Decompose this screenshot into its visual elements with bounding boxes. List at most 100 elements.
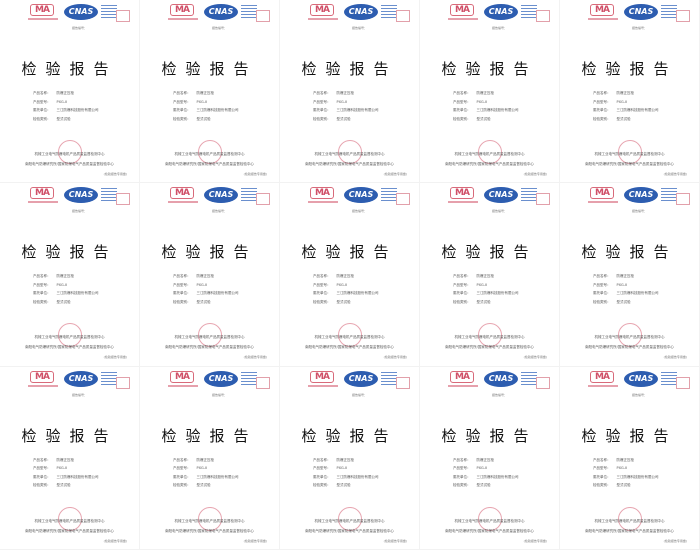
page-title: 检验报告: [161, 60, 258, 78]
page-title: 检验报告: [161, 243, 258, 262]
stamp-icon: [116, 376, 130, 389]
report-page-thumbnail[interactable]: MA CNAS 报告编号： 检验报告 产品名称： 防爆正压柜 产品型号： PXG-Ⅱ…: [0, 0, 140, 184]
page-title: 检验报告: [301, 426, 398, 445]
report-page-thumbnail[interactable]: MA CNAS 报告编号： 检验报告 产品名称： 防爆正压柜 产品型号： PXG-Ⅱ…: [280, 366, 420, 550]
cma-logo-caption: [308, 18, 338, 20]
signature-label: (检验报告专用章): [663, 355, 687, 360]
page-title: 检验报告: [301, 60, 398, 78]
field-product-model: 产品型号： PXG-Ⅱ: [593, 99, 627, 104]
field-client: 委托单位： 三江防爆科技股份有限公司: [173, 291, 239, 296]
report-page-thumbnail[interactable]: MA CNAS 报告编号： 检验报告 产品名称： 防爆正压柜 产品型号： PXG-Ⅱ…: [140, 366, 280, 550]
report-number: 报告编号：: [492, 392, 508, 397]
field-product-model: 产品型号： PXG-Ⅱ: [313, 99, 347, 104]
field-test-type: 检验类别： 型式试验: [173, 299, 211, 304]
field-product-model: 产品型号： PXG-Ⅱ: [33, 99, 67, 104]
official-seal-icon: [478, 140, 502, 164]
cma-logo: MA: [30, 370, 54, 383]
cma-logo-caption: [308, 384, 338, 387]
cnas-logo-caption: [521, 5, 537, 18]
stamp-icon: [676, 10, 690, 22]
cma-logo-caption: [448, 18, 478, 20]
stamp-icon: [536, 193, 550, 206]
page-title: 检验报告: [21, 426, 118, 445]
cnas-logo-caption: [521, 371, 537, 385]
field-product-name: 产品名称： 防爆正压柜: [453, 91, 494, 95]
field-client: 委托单位： 三江防爆科技股份有限公司: [593, 108, 659, 112]
page-title: 检验报告: [301, 243, 398, 262]
report-page-thumbnail[interactable]: MA CNAS 报告编号： 检验报告 产品名称： 防爆正压柜 产品型号： PXG-Ⅱ…: [140, 0, 280, 184]
stamp-icon: [396, 376, 410, 389]
official-seal-icon: [198, 506, 222, 531]
field-product-model: 产品型号： PXG-Ⅱ: [33, 282, 67, 287]
issuer-line-1: 机械工业电气防爆电机产品质量监督检测中心: [174, 335, 245, 340]
report-number: 报告编号：: [492, 26, 508, 30]
field-client: 委托单位： 三江防爆科技股份有限公司: [453, 474, 519, 479]
cma-logo: MA: [310, 4, 334, 16]
report-page-thumbnail[interactable]: MA CNAS 报告编号： 检验报告 产品名称： 防爆正压柜 产品型号： PXG-Ⅱ…: [280, 183, 420, 367]
signature-label: (检验报告专用章): [523, 172, 547, 176]
issuer-line-2: 南阳电气防爆研究所/国家防爆电气产品质量监督检验中心: [585, 528, 674, 533]
issuer-line-2: 南阳电气防爆研究所/国家防爆电气产品质量监督检验中心: [305, 528, 394, 533]
issuer-line-1: 机械工业电气防爆电机产品质量监督检测中心: [594, 335, 665, 340]
field-product-model: 产品型号： PXG-Ⅱ: [173, 282, 207, 287]
field-product-model: 产品型号： PXG-Ⅱ: [313, 282, 347, 287]
cma-logo-caption: [168, 384, 198, 387]
issuer-line-1: 机械工业电气防爆电机产品质量监督检测中心: [594, 518, 665, 523]
report-fields: 产品名称： 防爆正压柜 产品型号： PXG-Ⅱ 委托单位： 三江防爆科技股份有限公司 …: [33, 458, 99, 492]
report-page-thumbnail[interactable]: MA CNAS 报告编号： 检验报告 产品名称： 防爆正压柜 产品型号： PXG-Ⅱ…: [420, 183, 560, 367]
stamp-icon: [256, 376, 270, 389]
field-test-type: 检验类别： 型式试验: [33, 483, 71, 488]
cnas-logo: CNAS: [204, 370, 238, 387]
report-page-thumbnail[interactable]: MA CNAS 报告编号： 检验报告 产品名称： 防爆正压柜 产品型号： PXG-Ⅱ…: [420, 366, 560, 550]
field-client: 委托单位： 三江防爆科技股份有限公司: [33, 108, 99, 112]
report-page-thumbnail[interactable]: MA CNAS 报告编号： 检验报告 产品名称： 防爆正压柜 产品型号： PXG-Ⅱ…: [280, 0, 420, 184]
cnas-logo: CNAS: [484, 4, 518, 20]
cma-logo-caption: [448, 201, 478, 204]
field-product-name: 产品名称： 防爆正压柜: [173, 91, 214, 95]
cnas-logo: CNAS: [64, 4, 98, 20]
field-client: 委托单位： 三江防爆科技股份有限公司: [313, 108, 379, 112]
issuer-line-2: 南阳电气防爆研究所/国家防爆电气产品质量监督检验中心: [165, 162, 254, 166]
report-fields: 产品名称： 防爆正压柜 产品型号： PXG-Ⅱ 委托单位： 三江防爆科技股份有限公司 …: [313, 91, 379, 125]
field-product-model: 产品型号： PXG-Ⅱ: [593, 282, 627, 287]
page-title: 检验报告: [21, 243, 118, 262]
report-page-thumbnail[interactable]: MA CNAS 报告编号： 检验报告 产品名称： 防爆正压柜 产品型号： PXG-Ⅱ…: [0, 366, 140, 550]
report-page-thumbnail[interactable]: MA CNAS 报告编号： 检验报告 产品名称： 防爆正压柜 产品型号： PXG-Ⅱ…: [560, 183, 700, 367]
field-client: 委托单位： 三江防爆科技股份有限公司: [593, 291, 659, 296]
official-seal-icon: [618, 506, 642, 531]
field-test-type: 检验类别： 型式试验: [173, 483, 211, 488]
report-page-thumbnail[interactable]: MA CNAS 报告编号： 检验报告 产品名称： 防爆正压柜 产品型号： PXG-Ⅱ…: [140, 183, 280, 367]
cma-logo: MA: [590, 4, 614, 16]
page-title: 检验报告: [21, 60, 118, 78]
issuer-line-2: 南阳电气防爆研究所/国家防爆电气产品质量监督检验中心: [445, 345, 534, 350]
report-fields: 产品名称： 防爆正压柜 产品型号： PXG-Ⅱ 委托单位： 三江防爆科技股份有限公司 …: [313, 274, 379, 308]
report-number: 报告编号：: [352, 209, 368, 214]
official-seal-icon: [58, 506, 82, 531]
cnas-logo: CNAS: [64, 187, 98, 204]
signature-label: (检验报告专用章): [243, 538, 267, 543]
official-seal-icon: [478, 323, 502, 348]
report-page-thumbnail[interactable]: MA CNAS 报告编号： 检验报告 产品名称： 防爆正压柜 产品型号： PXG-Ⅱ…: [420, 0, 560, 184]
cnas-logo: CNAS: [484, 370, 518, 387]
cma-logo-caption: [28, 18, 58, 20]
field-client: 委托单位： 三江防爆科技股份有限公司: [33, 291, 99, 296]
field-client: 委托单位： 三江防爆科技股份有限公司: [173, 108, 239, 112]
report-page-thumbnail[interactable]: MA CNAS 报告编号： 检验报告 产品名称： 防爆正压柜 产品型号： PXG-Ⅱ…: [0, 183, 140, 367]
report-number: 报告编号：: [212, 209, 228, 214]
report-number: 报告编号：: [212, 26, 228, 30]
issuer-line-1: 机械工业电气防爆电机产品质量监督检测中心: [34, 518, 105, 523]
report-page-thumbnail[interactable]: MA CNAS 报告编号： 检验报告 产品名称： 防爆正压柜 产品型号： PXG-Ⅱ…: [560, 366, 700, 550]
cnas-logo-caption: [241, 5, 257, 18]
cnas-logo-caption: [381, 371, 397, 385]
signature-label: (检验报告专用章): [523, 355, 547, 360]
cnas-logo: CNAS: [484, 187, 518, 204]
issuer-line-2: 南阳电气防爆研究所/国家防爆电气产品质量监督检验中心: [165, 528, 254, 533]
stamp-icon: [536, 376, 550, 389]
page-title: 检验报告: [441, 60, 538, 78]
report-page-thumbnail[interactable]: MA CNAS 报告编号： 检验报告 产品名称： 防爆正压柜 产品型号： PXG-Ⅱ…: [560, 0, 700, 184]
signature-label: (检验报告专用章): [243, 355, 267, 360]
cma-logo: MA: [310, 187, 334, 200]
cma-logo-caption: [448, 384, 478, 387]
issuer-line-1: 机械工业电气防爆电机产品质量监督检测中心: [314, 152, 385, 156]
field-client: 委托单位： 三江防爆科技股份有限公司: [313, 291, 379, 296]
